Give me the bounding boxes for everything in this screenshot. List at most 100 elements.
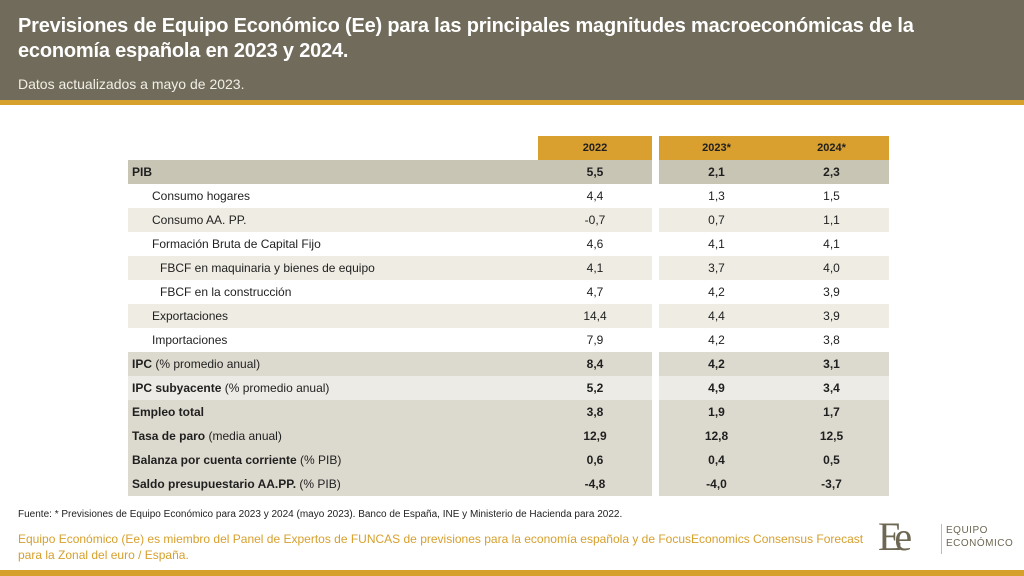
value-2022: 4,7 bbox=[538, 280, 652, 304]
row-label: Exportaciones bbox=[128, 304, 538, 328]
value-2023: 4,1 bbox=[659, 232, 774, 256]
value-2024: 1,5 bbox=[774, 184, 889, 208]
value-2022: 8,4 bbox=[538, 352, 652, 376]
table-row: IPC (% promedio anual) 8,4 4,2 3,1 bbox=[128, 352, 889, 376]
value-2023: -4,0 bbox=[659, 472, 774, 496]
row-label-text: FBCF en maquinaria y bienes de equipo bbox=[160, 261, 375, 275]
row-label: IPC subyacente (% promedio anual) bbox=[128, 376, 538, 400]
value-2023: 4,2 bbox=[659, 352, 774, 376]
header-banner: Previsiones de Equipo Económico (Ee) par… bbox=[0, 0, 1024, 100]
row-label-text: Formación Bruta de Capital Fijo bbox=[152, 237, 321, 251]
value-2022: 3,8 bbox=[538, 400, 652, 424]
value-2022: 7,9 bbox=[538, 328, 652, 352]
row-label: Importaciones bbox=[128, 328, 538, 352]
logo-divider bbox=[941, 524, 942, 554]
header-accent-bar bbox=[0, 100, 1024, 105]
value-2022: -4,8 bbox=[538, 472, 652, 496]
table-body: PIB 5,5 2,1 2,3 Consumo hogares 4,4 1,3 1,5 Cons… bbox=[128, 160, 889, 496]
table-row: Empleo total 3,8 1,9 1,7 bbox=[128, 400, 889, 424]
row-label-bold: Tasa de paro bbox=[132, 429, 206, 443]
source-note: Fuente: * Previsiones de Equipo Económic… bbox=[18, 509, 623, 520]
value-2022: 14,4 bbox=[538, 304, 652, 328]
row-label: Balanza por cuenta corriente (% PIB) bbox=[128, 448, 538, 472]
value-2024: 3,9 bbox=[774, 280, 889, 304]
footer-accent-bar bbox=[0, 570, 1024, 576]
value-2024: 3,9 bbox=[774, 304, 889, 328]
table-row: Importaciones 7,9 4,2 3,8 bbox=[128, 328, 889, 352]
table-row: Tasa de paro (media anual) 12,9 12,8 12,5 bbox=[128, 424, 889, 448]
row-label-bold: PIB bbox=[132, 165, 153, 179]
row-label: Empleo total bbox=[128, 400, 538, 424]
row-label: Formación Bruta de Capital Fijo bbox=[128, 232, 538, 256]
row-label: Consumo hogares bbox=[128, 184, 538, 208]
row-label: FBCF en maquinaria y bienes de equipo bbox=[128, 256, 538, 280]
value-2024: 3,4 bbox=[774, 376, 889, 400]
membership-note: Equipo Económico (Ee) es miembro del Pan… bbox=[18, 532, 864, 562]
row-label-text: Consumo hogares bbox=[152, 189, 251, 203]
value-2024: 0,5 bbox=[774, 448, 889, 472]
row-label-text: Importaciones bbox=[152, 333, 228, 347]
row-label-text: FBCF en la construcción bbox=[160, 285, 292, 299]
value-2022: 0,6 bbox=[538, 448, 652, 472]
row-label-bold: Empleo total bbox=[132, 405, 205, 419]
table-row: Formación Bruta de Capital Fijo 4,6 4,1 4,1 bbox=[128, 232, 889, 256]
value-2024: 3,8 bbox=[774, 328, 889, 352]
table-row: Saldo presupuestario AA.PP. (% PIB) -4,8-… bbox=[128, 472, 889, 496]
column-header-2023: 2023* bbox=[659, 136, 774, 160]
value-2022: 4,1 bbox=[538, 256, 652, 280]
table-row: FBCF en maquinaria y bienes de equipo 4,1… bbox=[128, 256, 889, 280]
column-header-2022: 2022 bbox=[538, 136, 652, 160]
row-label: IPC (% promedio anual) bbox=[128, 352, 538, 376]
value-2023: 1,9 bbox=[659, 400, 774, 424]
value-2023: 3,7 bbox=[659, 256, 774, 280]
row-label-text: (% promedio anual) bbox=[221, 381, 330, 395]
row-label-text: (% promedio anual) bbox=[152, 357, 261, 371]
value-2023: 2,1 bbox=[659, 160, 774, 184]
row-label-bold: IPC subyacente bbox=[132, 381, 222, 395]
value-2022: 4,6 bbox=[538, 232, 652, 256]
value-2022: -0,7 bbox=[538, 208, 652, 232]
value-2023: 4,2 bbox=[659, 328, 774, 352]
table-row: IPC subyacente (% promedio anual) 5,2 4,9 3… bbox=[128, 376, 889, 400]
value-2022: 5,2 bbox=[538, 376, 652, 400]
row-label-text: Exportaciones bbox=[152, 309, 229, 323]
value-2024: 1,7 bbox=[774, 400, 889, 424]
value-2022: 4,4 bbox=[538, 184, 652, 208]
table-row: Exportaciones 14,4 4,4 3,9 bbox=[128, 304, 889, 328]
table-row: FBCF en la construcción 4,7 4,2 3,9 bbox=[128, 280, 889, 304]
logo-line-2: ECONÓMICO bbox=[946, 538, 1014, 549]
value-2024: 3,1 bbox=[774, 352, 889, 376]
value-2024: 2,3 bbox=[774, 160, 889, 184]
value-2024: 4,0 bbox=[774, 256, 889, 280]
row-label-text: Consumo AA. PP. bbox=[152, 213, 247, 227]
row-label-bold: IPC bbox=[132, 357, 153, 371]
value-2023: 12,8 bbox=[659, 424, 774, 448]
page-subtitle: Datos actualizados a mayo de 2023. bbox=[18, 76, 245, 92]
value-2023: 0,4 bbox=[659, 448, 774, 472]
table-row: Balanza por cuenta corriente (% PIB) 0,6 0… bbox=[128, 448, 889, 472]
table-header-row: 2022 2023* 2024* bbox=[128, 136, 889, 160]
value-2024: 12,5 bbox=[774, 424, 889, 448]
row-label: FBCF en la construcción bbox=[128, 280, 538, 304]
row-label-bold: Saldo presupuestario AA.PP. bbox=[132, 477, 297, 491]
value-2022: 5,5 bbox=[538, 160, 652, 184]
logo-mark-icon: Ee bbox=[878, 514, 912, 559]
value-2022: 12,9 bbox=[538, 424, 652, 448]
column-header-2024: 2024* bbox=[774, 136, 889, 160]
row-label-text: (% PIB) bbox=[296, 453, 342, 467]
row-label-text: (media anual) bbox=[205, 429, 282, 443]
page-title: Previsiones de Equipo Económico (Ee) par… bbox=[18, 15, 914, 62]
row-label: Tasa de paro (media anual) bbox=[128, 424, 538, 448]
table-row: Consumo AA. PP. -0,7 0,7 1,1 bbox=[128, 208, 889, 232]
row-label: PIB bbox=[128, 160, 538, 184]
value-2024: 4,1 bbox=[774, 232, 889, 256]
header-blank bbox=[128, 136, 538, 160]
row-label: Saldo presupuestario AA.PP. (% PIB) bbox=[128, 472, 538, 496]
table-row: PIB 5,5 2,1 2,3 bbox=[128, 160, 889, 184]
row-label: Consumo AA. PP. bbox=[128, 208, 538, 232]
logo-text: EQUIPO ECONÓMICO bbox=[946, 524, 1013, 550]
logo-line-1: EQUIPO bbox=[946, 525, 988, 536]
row-label-text: (% PIB) bbox=[296, 477, 341, 491]
value-2024: -3,7 bbox=[774, 472, 889, 496]
value-2023: 4,2 bbox=[659, 280, 774, 304]
